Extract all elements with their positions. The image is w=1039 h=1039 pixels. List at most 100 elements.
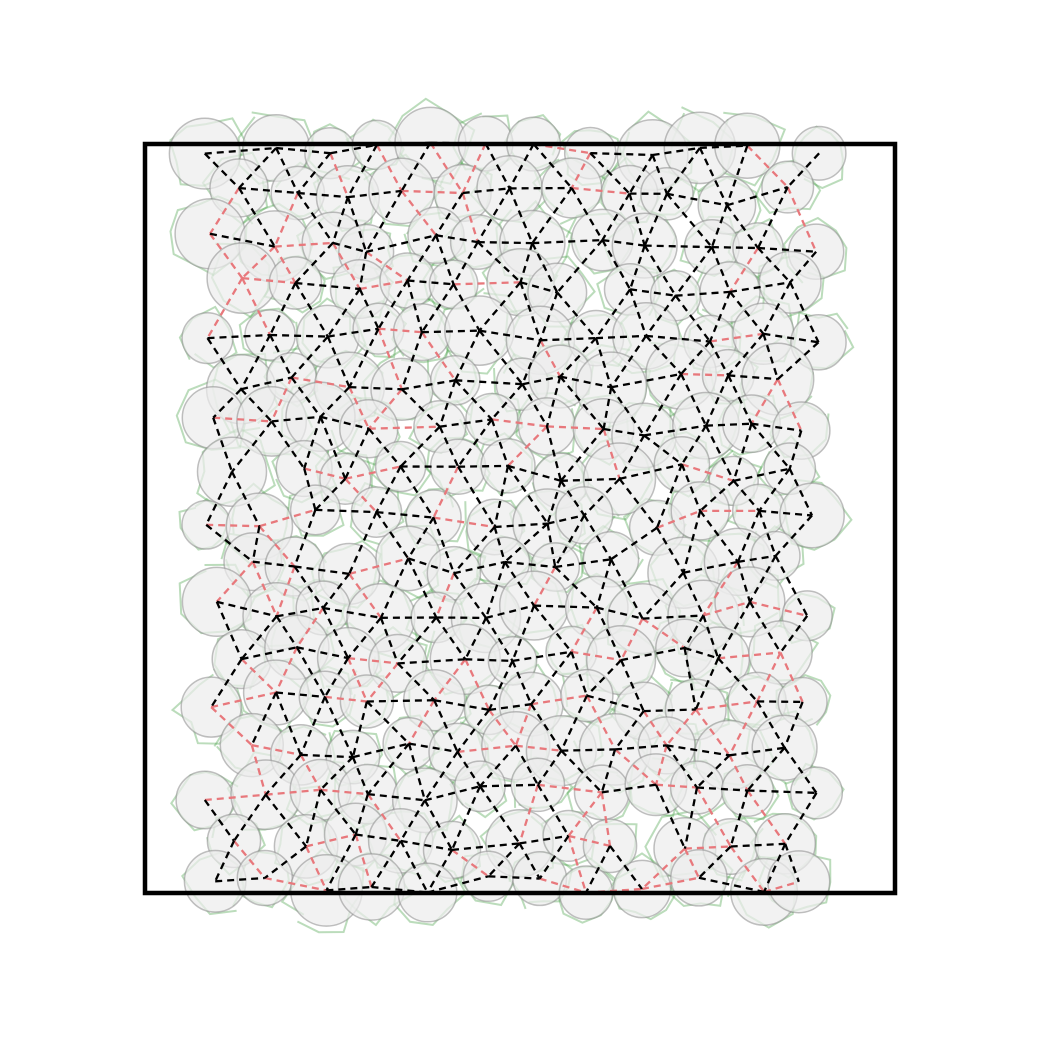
strong-contact-337 — [533, 604, 573, 653]
strong-contact-235 — [399, 465, 435, 519]
strong-contact-292 — [293, 565, 325, 609]
weak-contact-165 — [270, 377, 293, 422]
strong-contact-445 — [783, 747, 818, 794]
strong-contact-269 — [494, 522, 548, 529]
strong-contact-198 — [320, 415, 370, 430]
weak-contact-514 — [539, 877, 587, 894]
strong-contact-316 — [748, 555, 777, 603]
strong-contact-122 — [674, 295, 711, 343]
weak-contact-446 — [204, 793, 266, 802]
strong-contact-226 — [205, 471, 234, 526]
strong-contact-385 — [250, 692, 278, 746]
strong-contact-435 — [615, 744, 667, 751]
weak-contact-41 — [401, 189, 463, 195]
strong-contact-310 — [683, 560, 739, 574]
strong-contact-layer — [203, 141, 820, 894]
strong-contact-250 — [680, 463, 702, 512]
strong-contact-312 — [682, 572, 705, 616]
strong-contact-54 — [601, 193, 631, 241]
strong-contact-101 — [269, 282, 297, 336]
strong-contact-341 — [642, 614, 704, 620]
strong-contact-442 — [696, 754, 731, 789]
weak-contact-103 — [359, 279, 408, 291]
strong-contact-203 — [367, 427, 402, 468]
strong-contact-413 — [756, 700, 786, 749]
strong-contact-83 — [531, 242, 559, 294]
weak-contact-426 — [457, 744, 516, 754]
strong-contact-28 — [698, 147, 728, 206]
strong-contact-488 — [399, 840, 429, 894]
weak-contact-306 — [533, 566, 557, 607]
strong-contact-61 — [725, 204, 759, 249]
strong-contact-367 — [488, 660, 514, 711]
strong-contact-460 — [479, 783, 538, 788]
strong-contact-417 — [300, 753, 353, 759]
weak-contact-479 — [233, 840, 266, 879]
strong-contact-89 — [643, 244, 677, 297]
strong-contact-209 — [490, 419, 510, 467]
weak-contact-94 — [729, 247, 759, 293]
strong-contact-487 — [370, 840, 402, 888]
strong-contact-494 — [518, 842, 541, 880]
strong-contact-2 — [275, 146, 331, 155]
strong-contact-421 — [319, 756, 354, 791]
weak-contact-415 — [251, 743, 302, 757]
strong-contact-174 — [438, 379, 457, 428]
strong-contact-196 — [231, 420, 273, 473]
strong-contact-29 — [725, 145, 749, 206]
strong-contact-325 — [322, 607, 350, 659]
strong-contact-453 — [319, 789, 357, 836]
strong-contact-76 — [406, 234, 437, 282]
strong-contact-484 — [325, 833, 357, 891]
strong-contact-221 — [704, 425, 735, 482]
strong-contact-18 — [508, 143, 535, 189]
weak-contact-68 — [273, 246, 297, 284]
strong-contact-428 — [456, 751, 481, 787]
weak-contact-409 — [665, 708, 697, 747]
strong-contact-24 — [628, 154, 654, 195]
strong-contact-39 — [331, 196, 349, 244]
strong-contact-177 — [490, 383, 524, 421]
weak-contact-30 — [746, 144, 789, 188]
strong-contact-391 — [351, 701, 369, 758]
weak-contact-300 — [435, 572, 455, 618]
strong-contact-301 — [452, 572, 487, 619]
strong-contact-120 — [675, 290, 731, 297]
strong-contact-254 — [758, 468, 791, 512]
weak-contact-169 — [348, 386, 370, 430]
weak-contact-43 — [400, 190, 437, 237]
weak-contact-355 — [274, 646, 298, 693]
strong-contact-405 — [643, 708, 696, 713]
strong-contact-303 — [484, 561, 506, 619]
strong-contact-375 — [684, 646, 719, 660]
strong-contact-351 — [241, 646, 298, 661]
strong-contact-335 — [534, 604, 597, 609]
strong-contact-217 — [618, 434, 646, 480]
weak-contact-7 — [329, 152, 349, 198]
strong-contact-263 — [376, 510, 434, 519]
weak-contact-344 — [702, 600, 751, 617]
weak-contact-516 — [641, 876, 700, 891]
weak-contact-248 — [681, 463, 735, 482]
strong-contact-362 — [396, 662, 436, 702]
weak-contact-383 — [210, 706, 253, 746]
weak-contact-141 — [420, 331, 457, 381]
strong-contact-508 — [215, 876, 265, 883]
weak-contact-339 — [570, 607, 598, 653]
strong-contact-371 — [570, 651, 588, 696]
weak-contact-377 — [718, 651, 781, 660]
strong-contact-372 — [620, 646, 685, 662]
strong-contact-349 — [748, 601, 782, 654]
weak-contact-295 — [348, 573, 382, 619]
strong-contact-481 — [264, 845, 307, 879]
weak-contact-469 — [655, 783, 698, 789]
strong-contact-143 — [454, 330, 481, 381]
weak-contact-154 — [709, 332, 764, 343]
strong-contact-286 — [774, 514, 813, 557]
strong-contact-86 — [601, 239, 632, 290]
strong-contact-411 — [757, 700, 803, 704]
weak-contact-185 — [681, 372, 729, 377]
strong-contact-327 — [347, 617, 382, 659]
weak-contact-439 — [654, 745, 668, 785]
strong-contact-276 — [583, 514, 612, 560]
